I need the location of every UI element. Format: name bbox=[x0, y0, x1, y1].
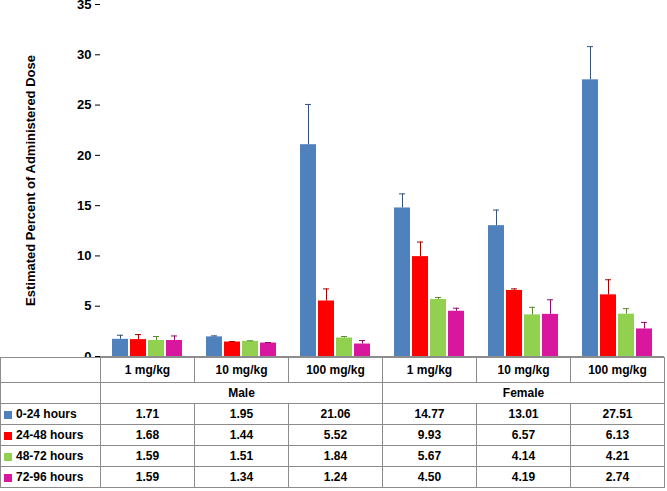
svg-text:10: 10 bbox=[77, 248, 91, 263]
svg-text:15: 15 bbox=[77, 198, 91, 213]
html-text:1.24: 1.24 bbox=[323, 470, 348, 484]
html-text:1.59: 1.59 bbox=[135, 449, 160, 463]
html-text:5.67: 5.67 bbox=[417, 449, 442, 463]
html-text:4.21: 4.21 bbox=[605, 449, 630, 463]
html-text:1.71: 1.71 bbox=[135, 407, 160, 421]
svg-text:20: 20 bbox=[77, 148, 91, 163]
html-text:6.57: 6.57 bbox=[511, 428, 536, 442]
svg-text:35: 35 bbox=[77, 0, 91, 12]
html-text:0-24 hours: 0-24 hours bbox=[16, 407, 77, 421]
html-text:2.74: 2.74 bbox=[605, 470, 630, 484]
html-text:6.13: 6.13 bbox=[605, 428, 630, 442]
svg-text:25: 25 bbox=[77, 97, 91, 112]
html-text:Male: Male bbox=[228, 386, 255, 400]
html-text:1 mg/kg: 1 mg/kg bbox=[124, 363, 171, 377]
html-text:1.51: 1.51 bbox=[229, 449, 254, 463]
html-text:1.95: 1.95 bbox=[229, 407, 254, 421]
svg-text:Estimated Percent of Administe: Estimated Percent of Administered Dose bbox=[23, 55, 38, 306]
html-text:1.68: 1.68 bbox=[135, 428, 160, 442]
html-text:4.14: 4.14 bbox=[511, 449, 536, 463]
html-text:14.77: 14.77 bbox=[414, 407, 445, 421]
html-text:27.51: 27.51 bbox=[602, 407, 633, 421]
html-text:1.34: 1.34 bbox=[229, 470, 254, 484]
html-text:100 mg/kg: 100 mg/kg bbox=[588, 363, 647, 377]
html-text:13.01: 13.01 bbox=[508, 407, 539, 421]
html-text:10 mg/kg: 10 mg/kg bbox=[215, 363, 268, 377]
html-text:1 mg/kg: 1 mg/kg bbox=[406, 363, 453, 377]
svg-text:30: 30 bbox=[77, 47, 91, 62]
html-text:21.06: 21.06 bbox=[320, 407, 351, 421]
html-text:Female: Female bbox=[502, 386, 545, 400]
html-text:4.50: 4.50 bbox=[417, 470, 442, 484]
html-text:5.52: 5.52 bbox=[323, 428, 348, 442]
html-text:9.93: 9.93 bbox=[417, 428, 442, 442]
html-text:48-72 hours: 48-72 hours bbox=[16, 449, 84, 463]
svg-text:0: 0 bbox=[84, 349, 91, 357]
svg-text:5: 5 bbox=[84, 298, 91, 313]
html-text:1.44: 1.44 bbox=[229, 428, 254, 442]
html-text:72-96 hours: 72-96 hours bbox=[16, 470, 84, 484]
html-text:24-48 hours: 24-48 hours bbox=[16, 428, 84, 442]
html-text:100 mg/kg: 100 mg/kg bbox=[306, 363, 365, 377]
html-text:1.84: 1.84 bbox=[323, 449, 348, 463]
html-text:4.19: 4.19 bbox=[511, 470, 536, 484]
html-text:10 mg/kg: 10 mg/kg bbox=[497, 363, 550, 377]
html-text:1.59: 1.59 bbox=[135, 470, 160, 484]
